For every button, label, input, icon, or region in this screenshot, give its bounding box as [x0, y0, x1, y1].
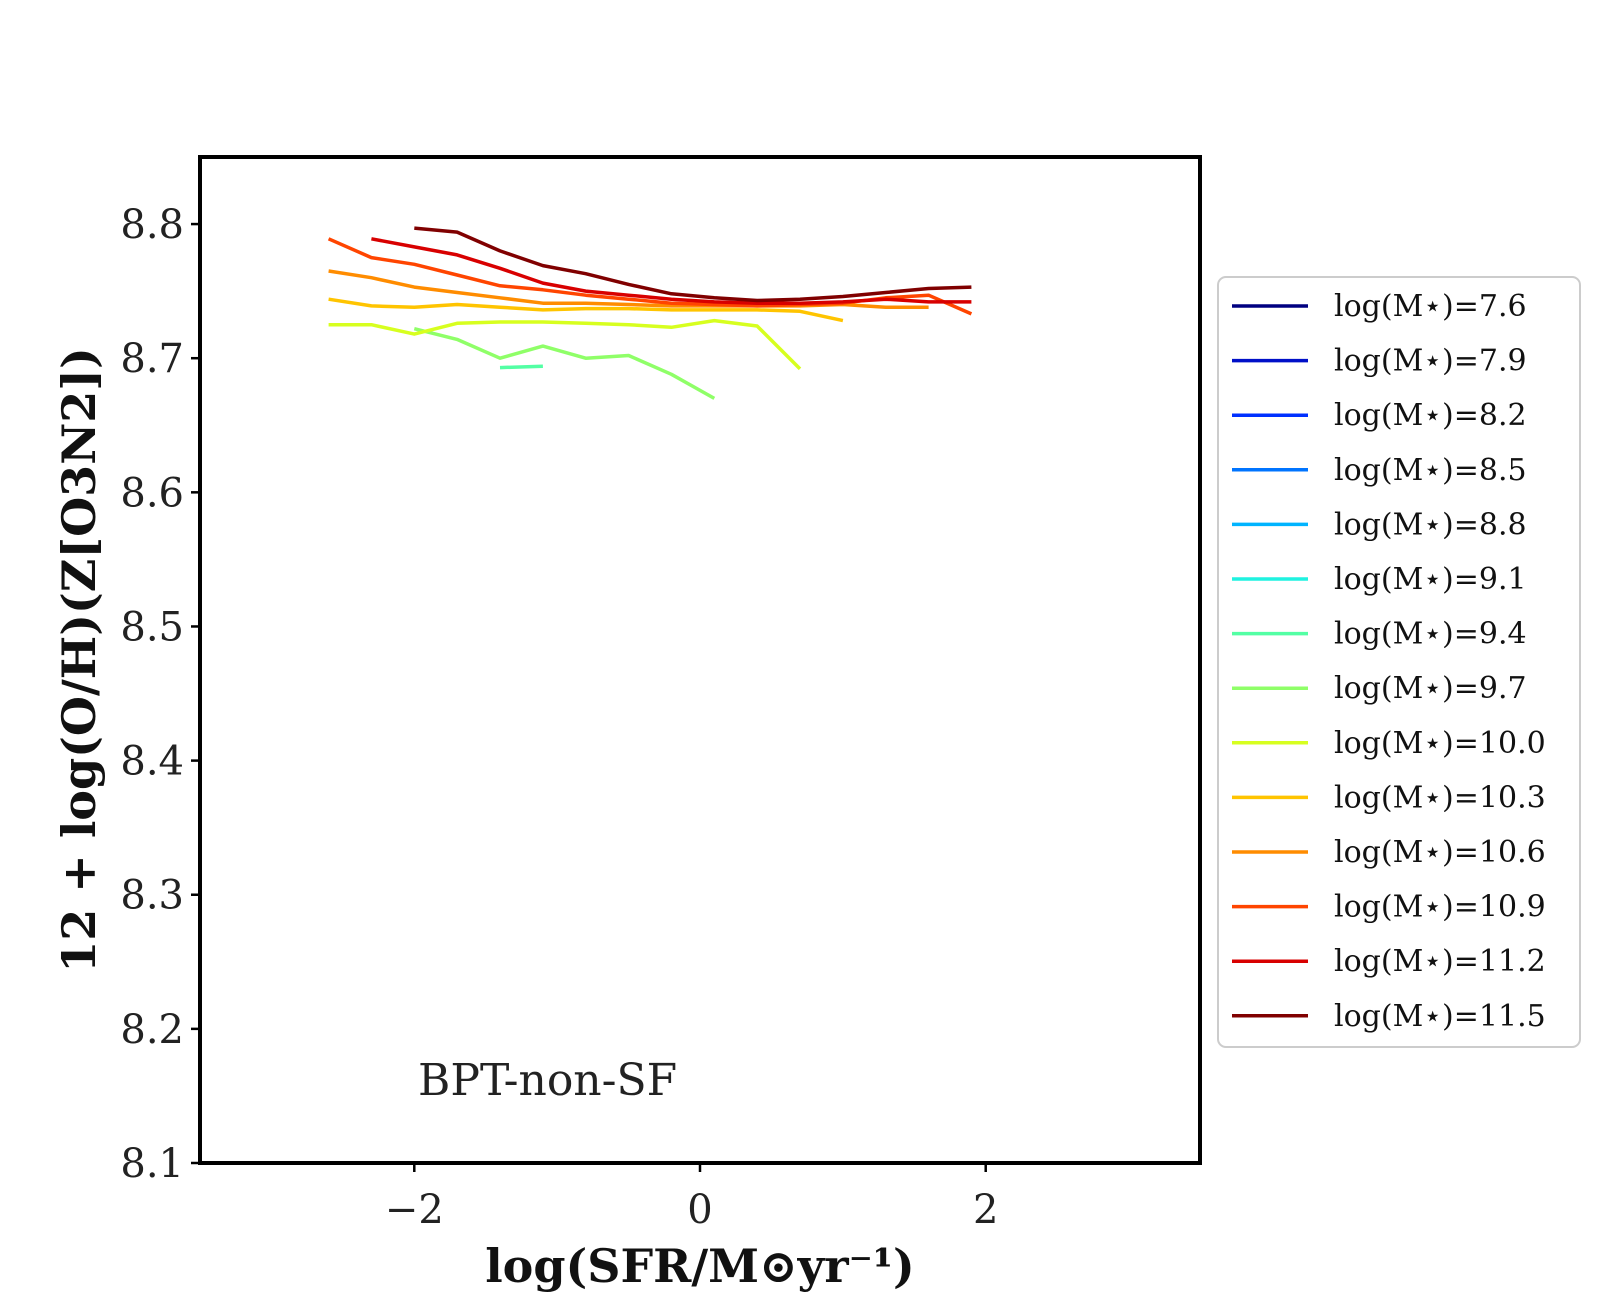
series-layer: [327, 226, 973, 400]
legend-label: log(M⋆)=11.5: [1334, 999, 1546, 1034]
legend-label: log(M⋆)=8.5: [1334, 453, 1527, 488]
x-tick-label: 0: [687, 1187, 712, 1233]
series-line-6: [499, 364, 543, 370]
y-tick-label: 8.5: [120, 604, 184, 650]
legend-label: log(M⋆)=7.9: [1334, 344, 1527, 379]
y-tick-label: 8.6: [120, 470, 184, 516]
legend-items: log(M⋆)=7.6 log(M⋆)=7.9 log(M⋆)=8.2 log(M⋆)…: [1232, 289, 1546, 1034]
chart-annotation: BPT-non-SF: [418, 1055, 677, 1106]
y-tick-label: 8.3: [120, 873, 184, 919]
x-axis-ticks: −2 0 2: [385, 1163, 998, 1233]
series-line-9: [328, 297, 844, 323]
series-line-7: [413, 327, 716, 400]
legend: log(M⋆)=7.6 log(M⋆)=7.9 log(M⋆)=8.2 log(M⋆)…: [1217, 276, 1581, 1048]
legend-label: log(M⋆)=7.6: [1334, 289, 1527, 324]
y-axis-ticks: 8.1 8.2 8.3 8.4 8.5 8.6 8.7 8.8: [120, 202, 200, 1187]
legend-frame: [1217, 276, 1581, 1048]
series-line-8: [328, 318, 802, 371]
y-tick-label: 8.7: [120, 336, 184, 382]
y-tick-label: 8.1: [120, 1141, 184, 1187]
series-line-12: [371, 237, 972, 305]
x-axis-title: log(SFR/M⊙yr⁻¹): [485, 1239, 915, 1293]
y-tick-label: 8.4: [120, 739, 184, 785]
x-tick-label: −2: [385, 1187, 444, 1233]
legend-label: log(M⋆)=8.2: [1334, 398, 1527, 433]
legend-label: log(M⋆)=9.7: [1334, 671, 1527, 706]
series-line-13: [414, 226, 972, 303]
x-tick-label: 2: [973, 1187, 998, 1233]
legend-label: log(M⋆)=10.0: [1334, 726, 1546, 761]
legend-label: log(M⋆)=9.4: [1334, 617, 1527, 652]
y-tick-label: 8.8: [120, 202, 184, 248]
legend-label: log(M⋆)=10.9: [1334, 890, 1546, 925]
y-axis-title: 12 + log(O/H)(Z[O3N2]): [52, 347, 106, 973]
legend-label: log(M⋆)=10.6: [1334, 835, 1546, 870]
legend-label: log(M⋆)=10.3: [1334, 780, 1546, 815]
legend-label: log(M⋆)=8.8: [1334, 507, 1527, 542]
legend-label: log(M⋆)=9.1: [1334, 562, 1527, 597]
legend-label: log(M⋆)=11.2: [1334, 944, 1546, 979]
plot-frame: [198, 155, 1202, 1165]
y-tick-label: 8.2: [120, 1007, 184, 1053]
